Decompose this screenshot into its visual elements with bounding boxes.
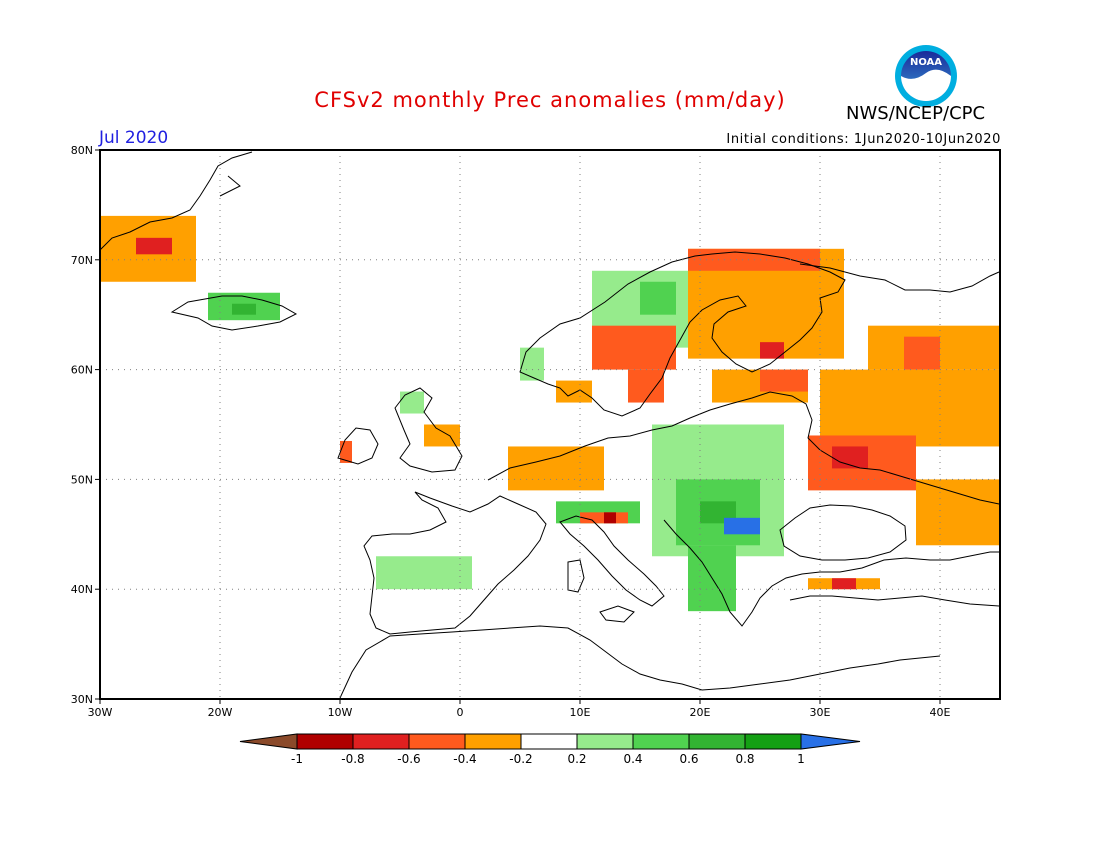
colorbar-swatch <box>520 733 578 750</box>
coastline-ireland <box>337 427 379 465</box>
colorbar-swatch <box>408 733 466 750</box>
lon-tick-label: 30E <box>810 706 831 719</box>
forecast-month: Jul 2020 <box>99 128 169 148</box>
anomaly-cell <box>556 380 592 403</box>
noaa-logo: NOAA <box>893 43 959 113</box>
lon-tick-label: 20E <box>690 706 711 719</box>
coastline-sicily <box>599 605 635 623</box>
colorbar-label: -0.6 <box>397 752 420 766</box>
colorbar-label: 0.8 <box>735 752 754 766</box>
coastline-north-africa <box>339 625 941 699</box>
anomaly-cell <box>640 281 676 315</box>
lat-tick-label: 70N <box>71 254 93 267</box>
coastline-iceland <box>170 295 298 331</box>
colorbar-swatch <box>688 733 746 750</box>
colorbar: -1 -0.8 -0.6 -0.4 -0.2 0.2 0.4 0.6 0.8 1 <box>239 733 861 766</box>
anomaly-cell <box>832 446 868 469</box>
coastline-kola <box>799 263 1000 293</box>
anomaly-cell <box>724 517 760 535</box>
anomaly-field <box>100 215 1000 612</box>
colorbar-swatch <box>576 733 634 750</box>
agency-label: NWS/NCEP/CPC <box>846 103 986 124</box>
coastline-black-sea <box>779 504 907 561</box>
colorbar-swatch <box>352 733 410 750</box>
colorbar-swatch <box>464 733 522 750</box>
coastline-scandinavia <box>519 251 846 417</box>
lon-tick-label: 10E <box>570 706 591 719</box>
colorbar-arrow-high <box>800 733 861 750</box>
initial-conditions: Initial conditions: 1Jun2020-10Jun2020 <box>726 132 1001 147</box>
coastline-britain <box>394 387 463 473</box>
lon-tick-label: 10W <box>328 706 353 719</box>
colorbar-label: 0.2 <box>567 752 586 766</box>
anomaly-cell <box>592 325 676 370</box>
anomaly-cell <box>508 446 604 491</box>
coastline-balkans <box>663 519 999 627</box>
colorbar-label: 0.4 <box>623 752 642 766</box>
anomaly-cell <box>400 391 424 414</box>
lat-tick-label: 40N <box>71 583 93 596</box>
anomaly-cell <box>832 578 856 590</box>
anomaly-cell <box>232 303 256 315</box>
colorbar-label: 1 <box>797 752 805 766</box>
colorbar-label: 0.6 <box>679 752 698 766</box>
anomaly-cell <box>760 342 784 359</box>
anomaly-cell <box>916 479 1000 546</box>
colorbar-label: -0.8 <box>341 752 364 766</box>
lat-tick-label: 60N <box>71 364 93 377</box>
lat-tick-label: 50N <box>71 473 93 486</box>
coastline-sardinia <box>567 559 585 593</box>
coastline-italy <box>559 515 665 607</box>
colorbar-label: -0.4 <box>453 752 476 766</box>
lat-tick-label: 80N <box>71 144 93 157</box>
lon-tick-label: 0 <box>457 706 464 719</box>
map-frame <box>99 149 1001 700</box>
anomaly-cell <box>520 347 544 381</box>
graticule <box>100 150 1000 699</box>
anomaly-cell <box>904 336 940 370</box>
anomaly-cell <box>604 512 616 524</box>
colorbar-swatch <box>632 733 690 750</box>
noaa-logo-text: NOAA <box>910 57 942 68</box>
lon-tick-label: 30W <box>88 706 113 719</box>
coastline-anatolia <box>789 595 1000 607</box>
colorbar-swatch <box>296 733 354 750</box>
coastline-iberia <box>363 491 547 635</box>
coastline-greenland <box>99 151 253 251</box>
anomaly-cell <box>376 556 472 590</box>
lat-tick-label: 30N <box>71 693 93 706</box>
anomaly-cell <box>628 369 664 403</box>
anomaly-cell <box>424 424 460 447</box>
colorbar-arrow-low <box>239 733 298 750</box>
map-title: CFSv2 monthly Prec anomalies (mm/day) <box>314 88 786 112</box>
lon-tick-label: 40E <box>930 706 951 719</box>
colorbar-swatch <box>744 733 802 750</box>
anomaly-cell <box>136 237 172 255</box>
anomaly-cell <box>820 369 1000 447</box>
colorbar-label: -1 <box>291 752 303 766</box>
map-axes: 30N 40N 50N 60N 70N 80N 30W 20W 10W 0 10E 20E 30E 40E <box>71 144 951 719</box>
anomaly-cell <box>760 369 808 392</box>
lon-tick-label: 20W <box>208 706 233 719</box>
colorbar-label: -0.2 <box>509 752 532 766</box>
